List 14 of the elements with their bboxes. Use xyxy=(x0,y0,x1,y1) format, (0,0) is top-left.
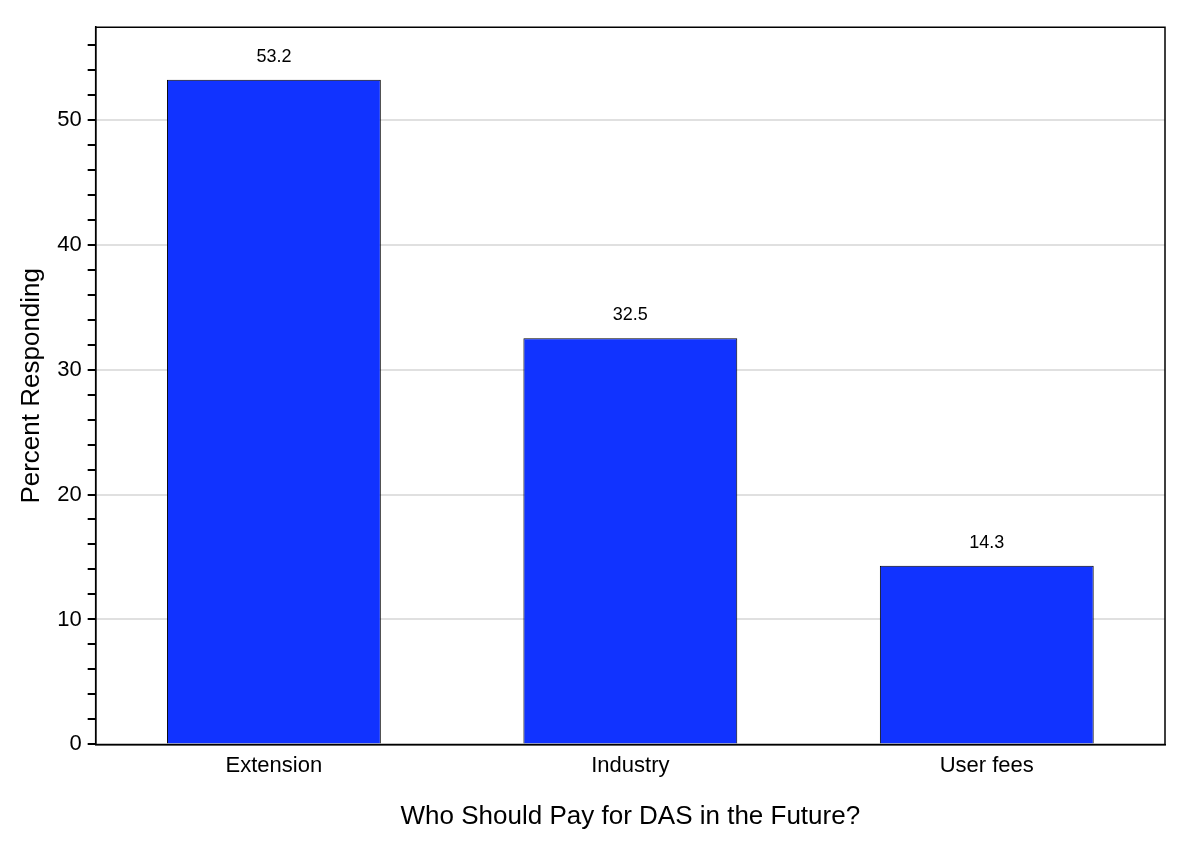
data-label: 53.2 xyxy=(256,45,292,66)
y-tick-label: 20 xyxy=(57,480,82,506)
y-tick-label: 50 xyxy=(57,105,82,131)
y-tick-label: 0 xyxy=(69,730,82,756)
y-tick-label: 30 xyxy=(57,355,82,381)
y-tick-label: 10 xyxy=(57,605,82,631)
y-axis-title: Percent Responding xyxy=(14,268,45,504)
data-label: 32.5 xyxy=(612,304,648,325)
data-label: 14.3 xyxy=(969,531,1005,552)
x-tick-label: Industry xyxy=(591,751,670,777)
x-tick-label: Extension xyxy=(225,751,323,777)
y-tick-label: 40 xyxy=(57,230,82,256)
x-tick-label: User fees xyxy=(939,751,1034,777)
x-axis-title: Who Should Pay for DAS in the Future? xyxy=(400,799,861,830)
